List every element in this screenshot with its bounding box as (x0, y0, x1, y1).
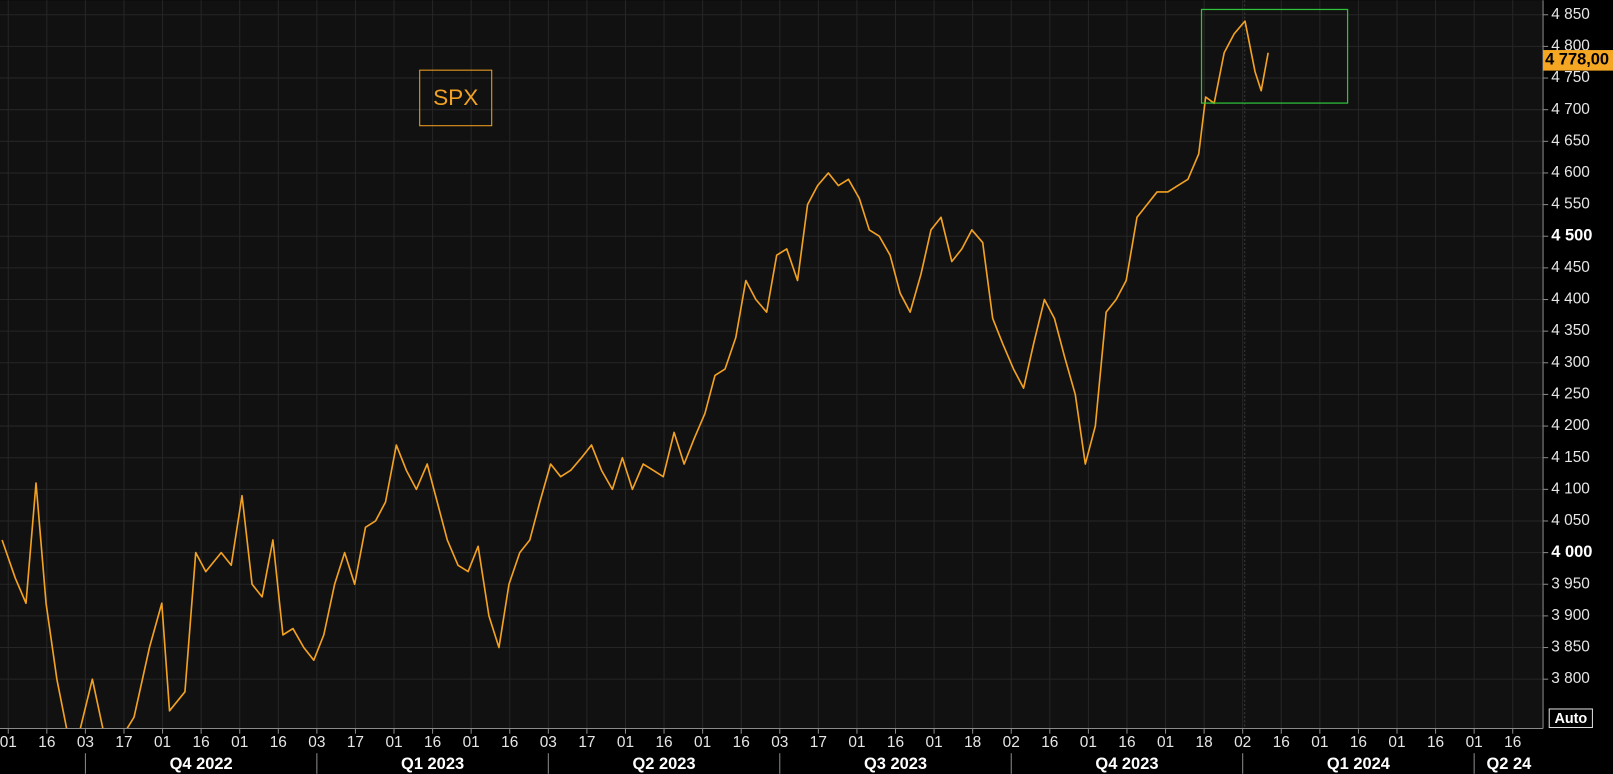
x-tick-label: 18 (964, 734, 981, 751)
last-price-label: 4 778,00 (1545, 51, 1609, 69)
plot-area (0, 0, 1544, 729)
y-tick-label: 4 750 (1551, 69, 1590, 86)
x-tick-label: 01 (926, 734, 943, 751)
x-tick-label: 03 (771, 734, 788, 751)
x-tick-label: 17 (578, 734, 595, 751)
grid (0, 0, 1544, 729)
quarter-label: Q1 2023 (401, 755, 464, 773)
last-price-box (1543, 50, 1613, 71)
y-tick-label: 4 100 (1551, 480, 1590, 497)
y-tick-label: 4 400 (1551, 291, 1590, 308)
x-tick-label: 16 (1350, 734, 1367, 751)
x-tick-label: 01 (1157, 734, 1174, 751)
x-tick-label: 01 (617, 734, 634, 751)
y-tick-label: 3 950 (1551, 575, 1590, 592)
x-tick-label: 01 (1080, 734, 1097, 751)
y-tick-label: 4 150 (1551, 449, 1590, 466)
auto-button-label[interactable]: Auto (1554, 711, 1587, 727)
y-tick-label: 4 300 (1551, 354, 1590, 371)
axes: 3 800 3 850 3 900 3 950 4 000 4 050 4 100 4 150… (0, 6, 1613, 774)
quarter-label: Q4 2023 (1095, 755, 1158, 773)
x-tick-label: 01 (1466, 734, 1483, 751)
highlight-box (1200, 8, 1349, 104)
x-tick-label: 01 (0, 734, 17, 751)
x-tick-label: 01 (463, 734, 480, 751)
x-tick-label: 17 (810, 734, 827, 751)
x-tick-label: 16 (887, 734, 904, 751)
x-tick-label: 16 (193, 734, 210, 751)
price-line (1, 20, 1269, 729)
x-tick-label: 02 (1234, 734, 1251, 751)
x-tick-label: 16 (1273, 734, 1290, 751)
annotation-box (419, 69, 493, 127)
x-tick-label: 16 (1041, 734, 1058, 751)
quarter-label: Q3 2023 (864, 755, 927, 773)
x-tick-label: 03 (308, 734, 325, 751)
annotation: SPX (433, 85, 478, 110)
x-tick-label: 16 (1427, 734, 1444, 751)
x-tick-label: 18 (1196, 734, 1213, 751)
x-tick-label: 01 (1388, 734, 1405, 751)
x-tick-label: 01 (848, 734, 865, 751)
x-tick-label: 16 (733, 734, 750, 751)
quarter-label: Q2 2023 (633, 755, 696, 773)
y-tick-label: 3 800 (1551, 670, 1590, 687)
y-tick-label: 4 650 (1551, 132, 1590, 149)
x-tick-label: 16 (1504, 734, 1521, 751)
y-tick-label: 4 850 (1551, 6, 1590, 23)
auto-button[interactable] (1548, 708, 1593, 729)
x-tick-label: 17 (115, 734, 132, 751)
x-tick-label: 16 (501, 734, 518, 751)
y-tick-label: 4 550 (1551, 196, 1590, 213)
x-tick-label: 01 (231, 734, 248, 751)
y-tick-label: 4 200 (1551, 417, 1590, 434)
y-tick-label: 3 850 (1551, 639, 1590, 656)
x-tick-label: 17 (347, 734, 364, 751)
x-tick-label: 01 (154, 734, 171, 751)
x-tick-label: 01 (694, 734, 711, 751)
x-tick-label: 16 (270, 734, 287, 751)
y-tick-label: 4 700 (1551, 101, 1590, 118)
x-tick-label: 16 (1118, 734, 1135, 751)
x-tick-label: 01 (1311, 734, 1328, 751)
x-tick-label: 16 (38, 734, 55, 751)
y-tick-label: 4 600 (1551, 164, 1590, 181)
series (1, 20, 1269, 729)
x-tick-label: 03 (540, 734, 557, 751)
quarter-label: Q4 2022 (170, 755, 233, 773)
x-tick-label: 03 (77, 734, 94, 751)
x-tick-label: 16 (424, 734, 441, 751)
y-tick-label: 4 250 (1551, 386, 1590, 403)
y-tick-label: 4 000 (1551, 543, 1592, 561)
x-tick-label: 01 (385, 734, 402, 751)
quarter-label: Q2 24 (1486, 755, 1532, 773)
y-tick-label: 4 350 (1551, 322, 1590, 339)
y-tick-label: 4 500 (1551, 227, 1592, 245)
y-tick-label: 4 050 (1551, 512, 1590, 529)
x-tick-label: 16 (655, 734, 672, 751)
x-tick-label: 02 (1003, 734, 1020, 751)
quarter-label: Q1 2024 (1327, 755, 1391, 773)
y-tick-label: 3 900 (1551, 607, 1590, 624)
y-tick-label: 4 450 (1551, 259, 1590, 276)
